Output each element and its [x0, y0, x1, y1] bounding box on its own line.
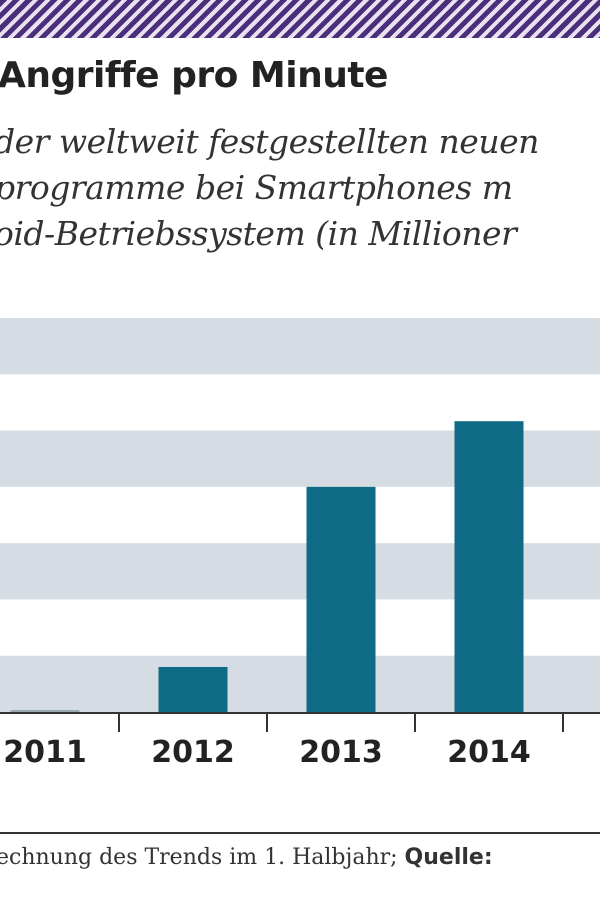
- chart-title: Angriffe pro Minute: [0, 55, 388, 96]
- x-tick-label-2011: 2011: [3, 735, 87, 770]
- chart-subtitle-line-1: der weltweit festgestellten neuen: [0, 122, 539, 161]
- chart-subtitle-line-3: oid-Betriebssystem (in Millioner: [0, 214, 517, 253]
- header-stripe-decoration: [0, 0, 600, 38]
- x-tick-label-2014: 2014: [447, 735, 531, 770]
- bar-chart: 2011 2012 2013 2014: [0, 318, 600, 770]
- bar-2012: [158, 666, 228, 712]
- footer-note-text: echnung des Trends im 1. Halbjahr;: [0, 845, 405, 870]
- footer-source-label: Quelle:: [404, 845, 493, 870]
- bar-2013: [306, 486, 376, 712]
- footer-note: echnung des Trends im 1. Halbjahr; Quell…: [0, 845, 493, 870]
- x-tick-label-2013: 2013: [299, 735, 383, 770]
- bar-2011: [10, 710, 80, 712]
- chart-subtitle-line-2: programme bei Smartphones m: [0, 168, 513, 207]
- x-tick-label-2012: 2012: [151, 735, 235, 770]
- footer-divider: [0, 832, 600, 834]
- bar-2014: [454, 421, 524, 712]
- grid-band: [0, 318, 600, 375]
